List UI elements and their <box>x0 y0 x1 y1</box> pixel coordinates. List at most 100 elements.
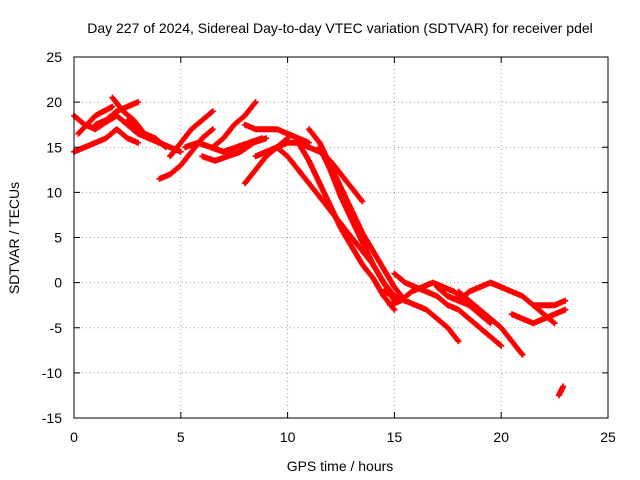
data-point <box>211 128 215 131</box>
data-point <box>500 285 503 289</box>
data-point <box>104 118 108 122</box>
data-point <box>183 146 187 149</box>
data-point <box>179 164 182 167</box>
data-point <box>102 109 106 113</box>
data-point <box>350 209 353 212</box>
data-point <box>446 303 449 307</box>
data-point <box>393 308 396 311</box>
data-point <box>371 249 375 253</box>
data-point <box>307 182 311 185</box>
data-point <box>286 132 289 135</box>
y-tick-label: 25 <box>46 49 62 65</box>
data-point <box>478 308 482 311</box>
data-point <box>254 100 257 104</box>
data-point <box>553 313 556 316</box>
data-point <box>254 155 257 158</box>
data-point <box>393 294 396 298</box>
data-point <box>553 303 556 307</box>
data-point <box>254 128 257 131</box>
y-tick-label: 20 <box>46 94 62 110</box>
data-point <box>85 123 89 126</box>
y-tick-label: 15 <box>46 139 62 155</box>
data-point <box>521 294 524 298</box>
data-point <box>275 146 279 149</box>
series-arc-28 <box>555 383 567 399</box>
data-point <box>478 285 482 289</box>
data-point <box>435 317 439 320</box>
data-point <box>318 182 321 185</box>
data-point <box>382 290 385 293</box>
y-tick-label: 10 <box>46 184 62 200</box>
x-tick-label: 0 <box>70 429 78 445</box>
axis-ticks: 0 5 10 15 20 25 -15 -10 -5 0 5 10 15 20 25 <box>42 49 616 445</box>
data-point <box>521 353 524 357</box>
data-point <box>467 317 471 320</box>
x-tick-label: 20 <box>493 429 509 445</box>
data-point <box>510 340 514 343</box>
series-arc-12 <box>241 121 312 146</box>
data-point <box>243 182 247 185</box>
data-point <box>200 155 204 158</box>
data-point <box>94 114 97 117</box>
series-markers <box>295 139 398 313</box>
data-point <box>318 195 321 199</box>
series-markers <box>434 284 494 327</box>
data-point <box>361 263 364 266</box>
data-point <box>239 150 242 153</box>
data-point <box>500 326 503 329</box>
data-point <box>121 109 125 113</box>
y-tick-label: 5 <box>54 230 62 246</box>
data-point <box>467 299 471 302</box>
data-point <box>115 128 118 131</box>
y-tick-label: -10 <box>42 365 62 381</box>
data-point <box>478 313 482 316</box>
series-arc-22 <box>434 284 494 327</box>
data-point <box>179 141 182 144</box>
data-point <box>318 146 321 149</box>
data-point <box>297 137 300 140</box>
data-point <box>307 128 311 131</box>
data-point <box>168 146 172 149</box>
data-point <box>111 96 114 99</box>
data-point <box>77 132 80 135</box>
data-point <box>431 281 435 284</box>
data-point <box>265 128 268 131</box>
data-point <box>226 155 229 158</box>
data-point <box>532 303 535 307</box>
data-point <box>213 159 217 162</box>
data-point <box>382 281 385 284</box>
data-point <box>467 290 471 293</box>
x-tick-label: 5 <box>177 429 185 445</box>
data-point <box>425 290 428 293</box>
data-point <box>521 317 524 320</box>
series-arc-3 <box>75 103 116 137</box>
data-point <box>442 285 445 289</box>
y-axis-label: SDTVAR / TECUs <box>6 182 22 294</box>
data-point <box>457 340 460 343</box>
series-arc-27 <box>530 297 569 309</box>
y-tick-label: 0 <box>54 275 62 291</box>
x-tick-label: 25 <box>600 429 616 445</box>
y-tick-label: -15 <box>42 410 62 426</box>
data-point <box>190 128 193 131</box>
data-point <box>329 168 332 172</box>
data-point <box>350 218 353 221</box>
data-point <box>339 173 343 176</box>
data-point <box>132 118 136 122</box>
data-point <box>410 290 413 293</box>
data-point <box>453 290 456 293</box>
data-point <box>564 299 567 302</box>
data-point <box>510 313 514 316</box>
data-point <box>339 195 343 199</box>
data-point <box>252 141 255 144</box>
data-point <box>561 385 565 388</box>
data-point <box>414 285 417 289</box>
data-point <box>500 344 503 347</box>
x-axis-label: GPS time / hours <box>287 458 394 474</box>
data-point <box>435 285 439 289</box>
data-point <box>553 322 556 325</box>
data-point <box>457 299 460 302</box>
data-point <box>435 294 439 298</box>
data-point <box>136 141 140 144</box>
data-point <box>532 322 535 325</box>
